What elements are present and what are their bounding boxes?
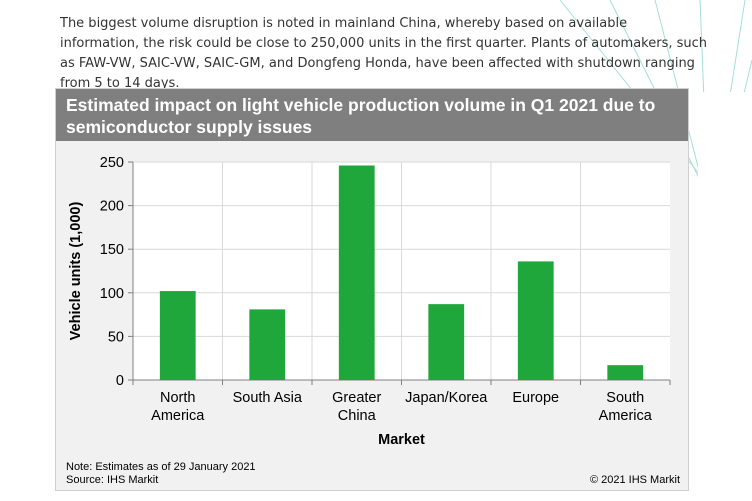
x-tick-label: America: [599, 408, 653, 424]
x-tick-label: Europe: [512, 390, 559, 406]
x-tick-label: Japan/Korea: [405, 390, 488, 406]
intro-paragraph: The biggest volume disruption is noted i…: [60, 16, 708, 91]
x-axis-title: Market: [378, 432, 425, 448]
x-tick-label: North: [160, 390, 195, 406]
y-tick-label: 150: [100, 242, 124, 258]
x-tick-label: China: [338, 408, 377, 424]
copyright-text: © 2021 IHS Markit: [589, 474, 680, 486]
note-text: Note: Estimates as of 29 January 2021: [66, 461, 256, 473]
chart-footnote: Note: Estimates as of 29 January 2021 So…: [66, 461, 256, 487]
chart-title: Estimated impact on light vehicle produc…: [56, 89, 688, 141]
x-tick-label: South: [606, 390, 644, 406]
bar-north-america: [159, 291, 196, 380]
source-text: Source: IHS Markit: [66, 474, 159, 486]
bar-europe: [517, 261, 554, 380]
y-tick-label: 0: [116, 373, 124, 389]
x-tick-label: South Asia: [233, 390, 303, 406]
y-tick-label: 200: [100, 199, 124, 215]
bar-japan-korea: [428, 304, 465, 380]
x-tick-label: Greater: [332, 390, 381, 406]
y-tick-label: 100: [100, 286, 124, 302]
bar-south-asia: [249, 309, 286, 380]
chart-card: Estimated impact on light vehicle produc…: [55, 88, 689, 491]
bar-chart: 0 50 100 150 200 250 North America South Asia Gre…: [68, 155, 671, 448]
x-tick-label: America: [151, 408, 205, 424]
bar-south-america: [607, 365, 644, 380]
bar-greater-china: [338, 165, 375, 380]
y-tick-label: 50: [108, 329, 124, 345]
y-axis-title: Vehicle units (1,000): [68, 202, 84, 341]
y-tick-label: 250: [100, 155, 124, 171]
